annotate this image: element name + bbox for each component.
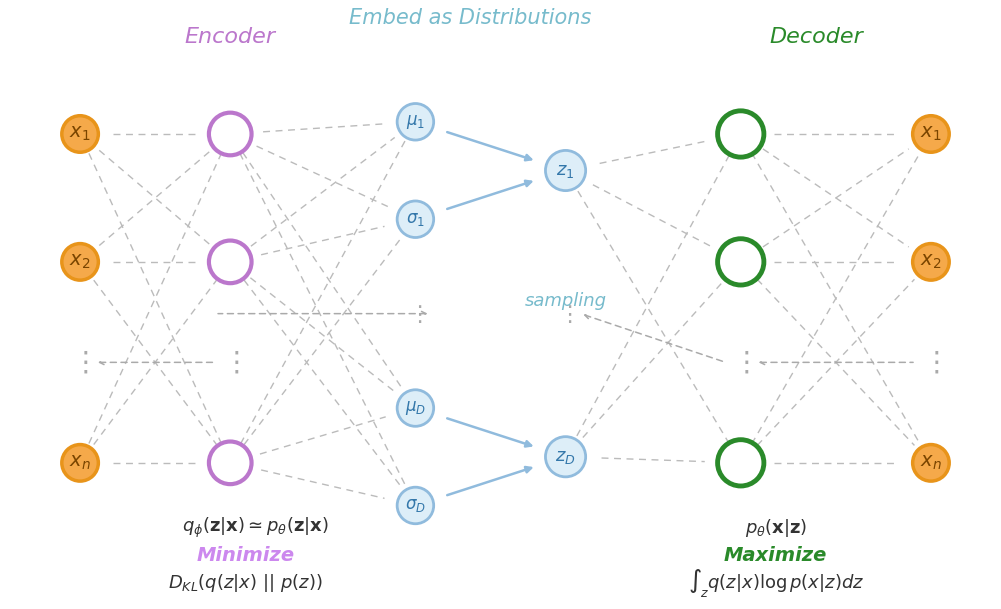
- Text: Embed as Distributions: Embed as Distributions: [349, 9, 592, 28]
- Text: Minimize: Minimize: [196, 546, 294, 565]
- Text: $x_n$: $x_n$: [69, 453, 91, 473]
- Text: $x_n$: $x_n$: [920, 453, 942, 473]
- Ellipse shape: [62, 445, 98, 481]
- Ellipse shape: [397, 104, 433, 140]
- Ellipse shape: [718, 111, 764, 157]
- Text: $\sigma_1$: $\sigma_1$: [406, 210, 424, 228]
- Text: $\vdots$: $\vdots$: [221, 348, 239, 376]
- Ellipse shape: [397, 390, 433, 426]
- Text: $x_1$: $x_1$: [920, 124, 942, 144]
- Text: $\vdots$: $\vdots$: [71, 348, 89, 376]
- Text: $\mu_1$: $\mu_1$: [405, 113, 425, 131]
- Text: $z_D$: $z_D$: [556, 448, 576, 466]
- Text: Maximize: Maximize: [724, 546, 828, 565]
- Text: $D_{KL}(q(z|x)\ ||\ p(z))$: $D_{KL}(q(z|x)\ ||\ p(z))$: [168, 572, 322, 594]
- Ellipse shape: [397, 487, 433, 524]
- Text: $\vdots$: $\vdots$: [559, 303, 573, 325]
- Text: $x_1$: $x_1$: [69, 124, 91, 144]
- Text: $\int_z q(z|x)\log p(x|z)dz$: $\int_z q(z|x)\log p(x|z)dz$: [688, 568, 864, 599]
- Ellipse shape: [209, 442, 251, 484]
- Ellipse shape: [397, 201, 433, 238]
- Text: $x_2$: $x_2$: [69, 252, 91, 272]
- Ellipse shape: [913, 244, 949, 280]
- Text: $x_2$: $x_2$: [920, 252, 942, 272]
- Ellipse shape: [913, 445, 949, 481]
- Ellipse shape: [62, 244, 98, 280]
- Ellipse shape: [718, 239, 764, 285]
- Ellipse shape: [913, 116, 949, 152]
- Text: $z_1$: $z_1$: [557, 161, 575, 180]
- Text: $q_\phi(\mathbf{z}|\mathbf{x}) \simeq p_\theta(\mathbf{z}|\mathbf{x})$: $q_\phi(\mathbf{z}|\mathbf{x}) \simeq p_…: [182, 516, 328, 540]
- Ellipse shape: [546, 437, 586, 477]
- Text: $\sigma_D$: $\sigma_D$: [405, 496, 425, 515]
- Ellipse shape: [209, 241, 251, 283]
- Text: $\vdots$: $\vdots$: [732, 348, 750, 376]
- Text: sampling: sampling: [525, 292, 607, 311]
- Ellipse shape: [62, 116, 98, 152]
- Text: Encoder: Encoder: [185, 27, 275, 46]
- Text: Decoder: Decoder: [769, 27, 863, 46]
- Ellipse shape: [546, 150, 586, 191]
- Text: $p_\theta(\mathbf{x}|\mathbf{z})$: $p_\theta(\mathbf{x}|\mathbf{z})$: [745, 517, 807, 539]
- Text: $\mu_D$: $\mu_D$: [404, 399, 426, 417]
- Ellipse shape: [718, 440, 764, 486]
- Text: $\vdots$: $\vdots$: [408, 303, 422, 325]
- Ellipse shape: [209, 113, 251, 155]
- Text: $\vdots$: $\vdots$: [922, 348, 940, 376]
